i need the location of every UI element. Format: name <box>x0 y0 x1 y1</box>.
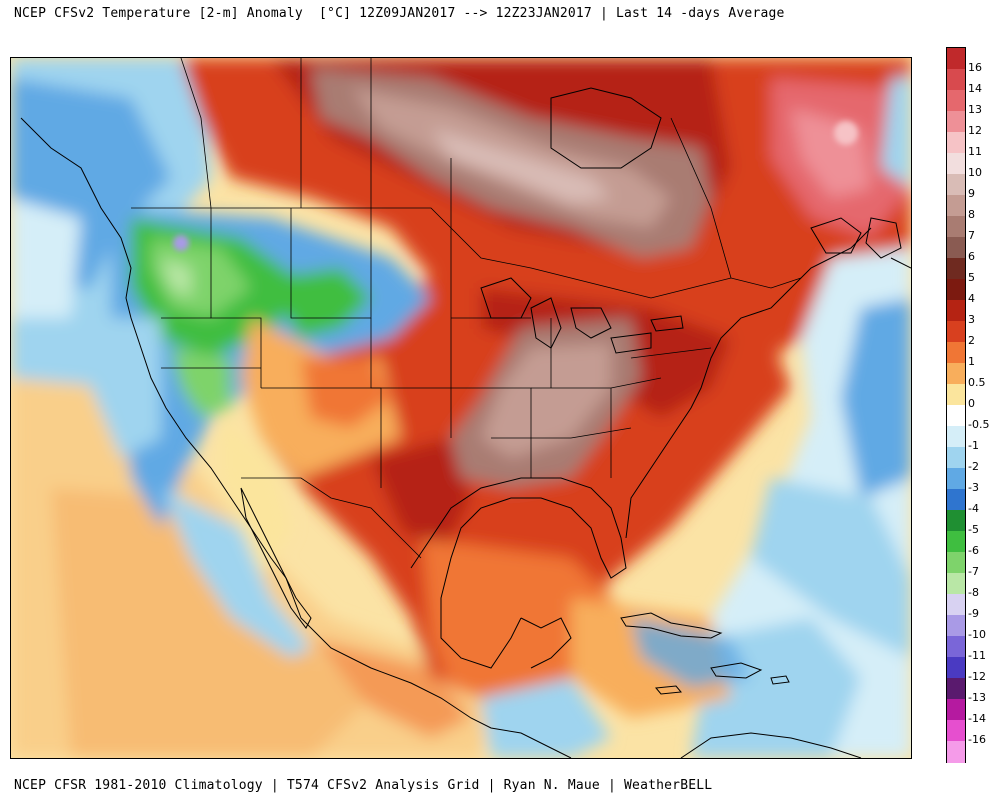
anomaly-map <box>10 57 912 759</box>
colorbar-swatch <box>947 153 965 175</box>
colorbar-swatch <box>947 258 965 280</box>
map-footer: NCEP CFSR 1981-2010 Climatology | T574 C… <box>14 778 713 793</box>
colorbar-swatch <box>947 111 965 133</box>
coastlines <box>20 87 911 758</box>
colorbar-swatch <box>947 426 965 448</box>
colorbar-swatch <box>947 300 965 322</box>
colorbar-label: 0 <box>968 397 975 410</box>
colorbar-label: 5 <box>968 271 975 284</box>
colorbar-swatch <box>947 636 965 658</box>
colorbar-label: 13 <box>968 103 982 116</box>
map-title: NCEP CFSv2 Temperature [2-m] Anomaly [°C… <box>14 6 785 21</box>
colorbar-swatch <box>947 531 965 553</box>
colorbar-swatch <box>947 594 965 616</box>
colorbar-label: 11 <box>968 145 982 158</box>
colorbar-label: 7 <box>968 229 975 242</box>
colorbar-label: -7 <box>968 565 979 578</box>
colorbar-label: -8 <box>968 586 979 599</box>
colorbar-swatch <box>947 657 965 679</box>
anomaly-map-svg <box>11 58 911 758</box>
colorbar-label: 2 <box>968 334 975 347</box>
colorbar-swatch <box>947 69 965 91</box>
colorbar-swatch <box>947 321 965 343</box>
colorbar-label: -11 <box>968 649 986 662</box>
colorbar-label: -1 <box>968 439 979 452</box>
colorbar-label: -4 <box>968 502 979 515</box>
colorbar-label: -13 <box>968 691 986 704</box>
warm-core-spot <box>834 121 858 145</box>
colorbar-swatch <box>947 195 965 217</box>
colorbar-swatch <box>947 552 965 574</box>
colorbar-swatch <box>947 216 965 238</box>
colorbar-swatch <box>947 699 965 721</box>
colorbar-swatch <box>947 342 965 364</box>
colorbar-label: -0.5 <box>968 418 990 431</box>
colorbar-label: -5 <box>968 523 979 536</box>
anomaly-fields <box>11 58 911 758</box>
colorbar-swatch <box>947 447 965 469</box>
colorbar-label: 6 <box>968 250 975 263</box>
colorbar-swatch <box>947 573 965 595</box>
colorbar-label: 12 <box>968 124 982 137</box>
colorbar-label: -2 <box>968 460 979 473</box>
colorbar-label: -16 <box>968 733 986 746</box>
colorbar-swatch <box>947 279 965 301</box>
colorbar-label: 14 <box>968 82 982 95</box>
colorbar-label: 16 <box>968 61 982 74</box>
colorbar-swatch <box>947 720 965 742</box>
colorbar-swatch <box>947 405 965 427</box>
colorbar-swatch <box>947 384 965 406</box>
colorbar-label: -6 <box>968 544 979 557</box>
colorbar-label: -12 <box>968 670 986 683</box>
colorbar-label: 1 <box>968 355 975 368</box>
colorbar-label: -3 <box>968 481 979 494</box>
colorbar-label: 9 <box>968 187 975 200</box>
colorbar-swatch <box>947 489 965 511</box>
colorbar <box>946 47 966 763</box>
colorbar-label: 4 <box>968 292 975 305</box>
colorbar-labels: 16 14 13 12 11 10 9 8 7 6 5 4 3 2 1 0.5 0 -0.5 -1 -2 -3 -4 -5 -… <box>966 47 1000 761</box>
colorbar-label: -9 <box>968 607 979 620</box>
colorbar-swatch <box>947 678 965 700</box>
colorbar-swatch <box>947 48 965 70</box>
colorbar-swatch <box>947 468 965 490</box>
colorbar-label: 3 <box>968 313 975 326</box>
cold-core-spot <box>173 235 189 251</box>
colorbar-swatch <box>947 174 965 196</box>
colorbar-swatch <box>947 741 965 763</box>
colorbar-label: -10 <box>968 628 986 641</box>
colorbar-swatch <box>947 237 965 259</box>
colorbar-swatch <box>947 90 965 112</box>
state-borders <box>131 58 802 559</box>
colorbar-swatch <box>947 363 965 385</box>
colorbar-swatch <box>947 615 965 637</box>
colorbar-label: -14 <box>968 712 986 725</box>
colorbar-label: 0.5 <box>968 376 986 389</box>
colorbar-swatch <box>947 132 965 154</box>
colorbar-label: 10 <box>968 166 982 179</box>
colorbar-label: 8 <box>968 208 975 221</box>
colorbar-swatch <box>947 510 965 532</box>
